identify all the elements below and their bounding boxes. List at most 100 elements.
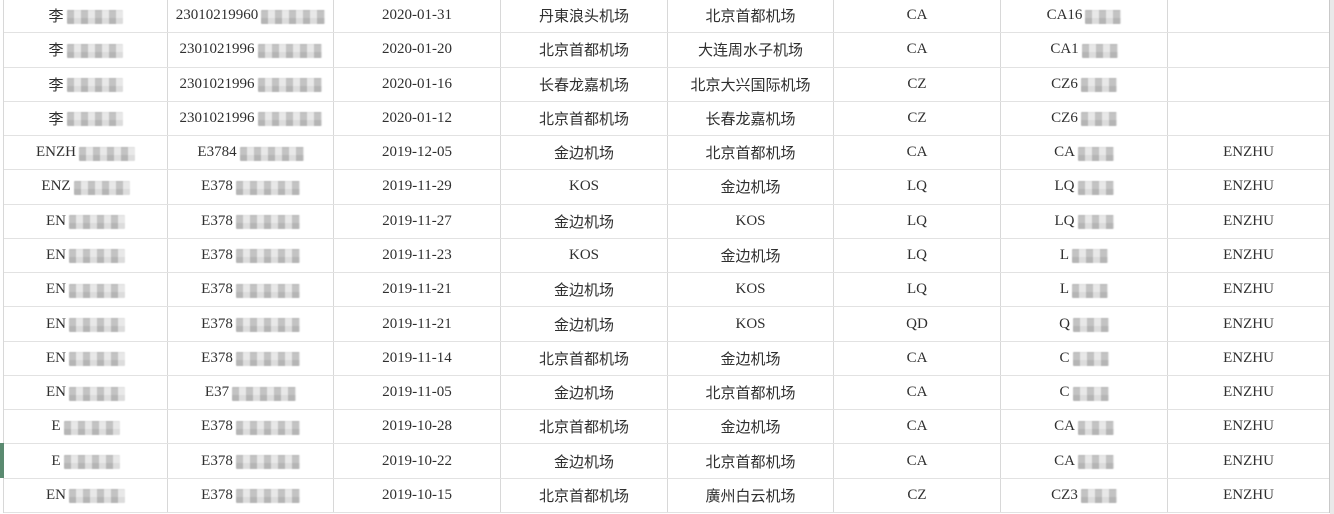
cell-passenger-latin-name[interactable]: ENZHU — [1168, 444, 1329, 477]
cell-departure-airport[interactable]: KOS — [501, 238, 668, 273]
cell-arrival-airport[interactable]: 北京首都机场 — [668, 136, 834, 170]
cell-flight-date[interactable]: 2019-11-23 — [334, 238, 501, 273]
table-row[interactable]: E E378 2019-10-22 金边机场 北京首都机场 CA CA ENZH… — [0, 443, 1329, 479]
cell-arrival-airport[interactable]: 金边机场 — [668, 170, 834, 204]
cell-passenger-latin-name[interactable]: ENZHU — [1168, 239, 1329, 272]
cell-flight-number[interactable]: CZ6 — [1001, 101, 1168, 136]
table-row[interactable]: EN E378 2019-11-21 金边机场 KOS LQ L ENZHU — [4, 273, 1329, 308]
cell-flight-number[interactable]: Q — [1001, 307, 1168, 341]
cell-flight-date[interactable]: 2019-11-14 — [334, 341, 501, 375]
cell-arrival-airport[interactable]: KOS — [668, 307, 834, 341]
cell-document-id[interactable]: E378 — [168, 170, 334, 204]
cell-flight-date[interactable]: 2019-10-15 — [334, 478, 501, 512]
cell-arrival-airport[interactable]: KOS — [668, 204, 834, 238]
cell-document-id[interactable]: E378 — [168, 478, 334, 512]
cell-arrival-airport[interactable]: 北京大兴国际机场 — [668, 67, 834, 101]
cell-passenger-latin-name[interactable]: ENZHU — [1168, 273, 1329, 306]
cell-arrival-airport[interactable]: 北京首都机场 — [668, 375, 834, 410]
cell-passenger-name[interactable]: E — [4, 410, 168, 444]
cell-passenger-name[interactable]: 李 — [4, 0, 168, 33]
table-row[interactable]: 李 2301021996 2020-01-12 北京首都机场 长春龙嘉机场 CZ… — [4, 101, 1329, 137]
table-row[interactable]: EN E37 2019-11-05 金边机场 北京首都机场 CA C ENZHU — [4, 375, 1329, 411]
cell-airline-code[interactable]: CA — [834, 136, 1001, 170]
cell-document-id[interactable]: E3784 — [168, 136, 334, 170]
table-row[interactable]: ENZH E3784 2019-12-05 金边机场 北京首都机场 CA CA … — [4, 136, 1329, 171]
cell-airline-code[interactable]: LQ — [834, 204, 1001, 238]
cell-departure-airport[interactable]: 金边机场 — [501, 136, 668, 170]
cell-document-id[interactable]: E378 — [168, 444, 334, 478]
cell-document-id[interactable]: 2301021996 — [168, 33, 334, 67]
cell-document-id[interactable]: E378 — [168, 204, 334, 238]
cell-arrival-airport[interactable]: 金边机场 — [668, 238, 834, 273]
cell-passenger-latin-name[interactable] — [1168, 68, 1329, 101]
table-row[interactable]: EN E378 2019-11-27 金边机场 KOS LQ LQ ENZHU — [4, 204, 1329, 239]
table-row[interactable]: ENZ E378 2019-11-29 KOS 金边机场 LQ LQ ENZHU — [4, 170, 1329, 205]
cell-departure-airport[interactable]: 北京首都机场 — [501, 410, 668, 444]
cell-passenger-name[interactable]: EN — [4, 238, 168, 273]
table-row[interactable]: EN E378 2019-10-15 北京首都机场 廣州白云机场 CZ CZ3 … — [4, 478, 1329, 513]
cell-passenger-name[interactable]: EN — [4, 273, 168, 307]
cell-departure-airport[interactable]: 金边机场 — [501, 444, 668, 478]
cell-flight-number[interactable]: C — [1001, 341, 1168, 375]
cell-flight-date[interactable]: 2019-11-21 — [334, 307, 501, 341]
cell-airline-code[interactable]: LQ — [834, 238, 1001, 273]
cell-airline-code[interactable]: CA — [834, 375, 1001, 410]
cell-flight-date[interactable]: 2020-01-20 — [334, 33, 501, 67]
cell-departure-airport[interactable]: 北京首都机场 — [501, 478, 668, 512]
cell-arrival-airport[interactable]: KOS — [668, 273, 834, 307]
cell-departure-airport[interactable]: 北京首都机场 — [501, 33, 668, 67]
cell-flight-date[interactable]: 2019-11-27 — [334, 204, 501, 238]
table-row[interactable]: 李 2301021996 2020-01-16 长春龙嘉机场 北京大兴国际机场 … — [4, 67, 1329, 102]
cell-passenger-name[interactable]: EN — [4, 478, 168, 512]
cell-departure-airport[interactable]: 金边机场 — [501, 375, 668, 410]
cell-passenger-latin-name[interactable]: ENZHU — [1168, 342, 1329, 375]
cell-airline-code[interactable]: CA — [834, 33, 1001, 67]
cell-passenger-name[interactable]: EN — [4, 341, 168, 375]
cell-passenger-latin-name[interactable]: ENZHU — [1168, 307, 1329, 340]
cell-airline-code[interactable]: CA — [834, 410, 1001, 444]
cell-departure-airport[interactable]: 北京首都机场 — [501, 101, 668, 136]
cell-flight-number[interactable]: LQ — [1001, 170, 1168, 204]
cell-document-id[interactable]: E378 — [168, 238, 334, 273]
cell-flight-number[interactable]: LQ — [1001, 204, 1168, 238]
cell-passenger-latin-name[interactable] — [1168, 0, 1329, 32]
cell-passenger-latin-name[interactable]: ENZHU — [1168, 479, 1329, 512]
cell-flight-date[interactable]: 2019-12-05 — [334, 136, 501, 170]
cell-passenger-name[interactable]: E — [4, 444, 168, 478]
cell-passenger-name[interactable]: 李 — [4, 33, 168, 67]
table-row[interactable]: EN E378 2019-11-21 金边机场 KOS QD Q ENZHU — [4, 307, 1329, 342]
cell-passenger-latin-name[interactable] — [1168, 102, 1329, 135]
cell-passenger-name[interactable]: EN — [4, 375, 168, 410]
table-row[interactable]: EN E378 2019-11-23 KOS 金边机场 LQ L ENZHU — [4, 238, 1329, 274]
cell-document-id[interactable]: E378 — [168, 341, 334, 375]
cell-flight-number[interactable]: CA — [1001, 136, 1168, 170]
cell-flight-date[interactable]: 2019-10-22 — [334, 444, 501, 478]
cell-airline-code[interactable]: CZ — [834, 478, 1001, 512]
cell-passenger-latin-name[interactable]: ENZHU — [1168, 205, 1329, 238]
cell-flight-number[interactable]: CA — [1001, 444, 1168, 478]
cell-airline-code[interactable]: CA — [834, 0, 1001, 33]
cell-flight-date[interactable]: 2019-11-05 — [334, 375, 501, 410]
cell-airline-code[interactable]: CA — [834, 341, 1001, 375]
cell-flight-date[interactable]: 2019-10-28 — [334, 410, 501, 444]
cell-airline-code[interactable]: CZ — [834, 67, 1001, 101]
cell-flight-number[interactable]: CA1 — [1001, 33, 1168, 67]
cell-arrival-airport[interactable]: 金边机场 — [668, 341, 834, 375]
cell-passenger-latin-name[interactable] — [1168, 33, 1329, 66]
cell-passenger-latin-name[interactable]: ENZHU — [1168, 410, 1329, 443]
cell-arrival-airport[interactable]: 北京首都机场 — [668, 444, 834, 478]
cell-document-id[interactable]: E378 — [168, 307, 334, 341]
table-row[interactable]: EN E378 2019-11-14 北京首都机场 金边机场 CA C ENZH… — [4, 341, 1329, 376]
cell-airline-code[interactable]: LQ — [834, 273, 1001, 307]
cell-passenger-name[interactable]: ENZ — [4, 170, 168, 204]
cell-arrival-airport[interactable]: 廣州白云机场 — [668, 478, 834, 512]
cell-flight-number[interactable]: CZ3 — [1001, 478, 1168, 512]
table-row[interactable]: 李 23010219960 2020-01-31 丹東浪头机场 北京首都机场 C… — [4, 0, 1329, 34]
cell-airline-code[interactable]: CA — [834, 444, 1001, 478]
cell-departure-airport[interactable]: KOS — [501, 170, 668, 204]
cell-flight-number[interactable]: CA — [1001, 410, 1168, 444]
cell-flight-number[interactable]: L — [1001, 238, 1168, 273]
cell-document-id[interactable]: E37 — [168, 375, 334, 410]
cell-airline-code[interactable]: CZ — [834, 101, 1001, 136]
cell-document-id[interactable]: 2301021996 — [168, 67, 334, 101]
